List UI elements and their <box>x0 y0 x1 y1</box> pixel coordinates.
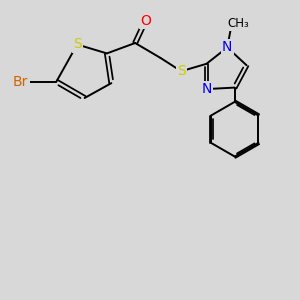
Text: Br: Br <box>13 75 28 88</box>
Text: CH₃: CH₃ <box>227 17 249 30</box>
Text: S: S <box>73 38 82 52</box>
Text: S: S <box>177 64 186 78</box>
Text: N: N <box>222 40 232 55</box>
Text: O: O <box>140 14 151 28</box>
Text: N: N <box>201 82 212 96</box>
